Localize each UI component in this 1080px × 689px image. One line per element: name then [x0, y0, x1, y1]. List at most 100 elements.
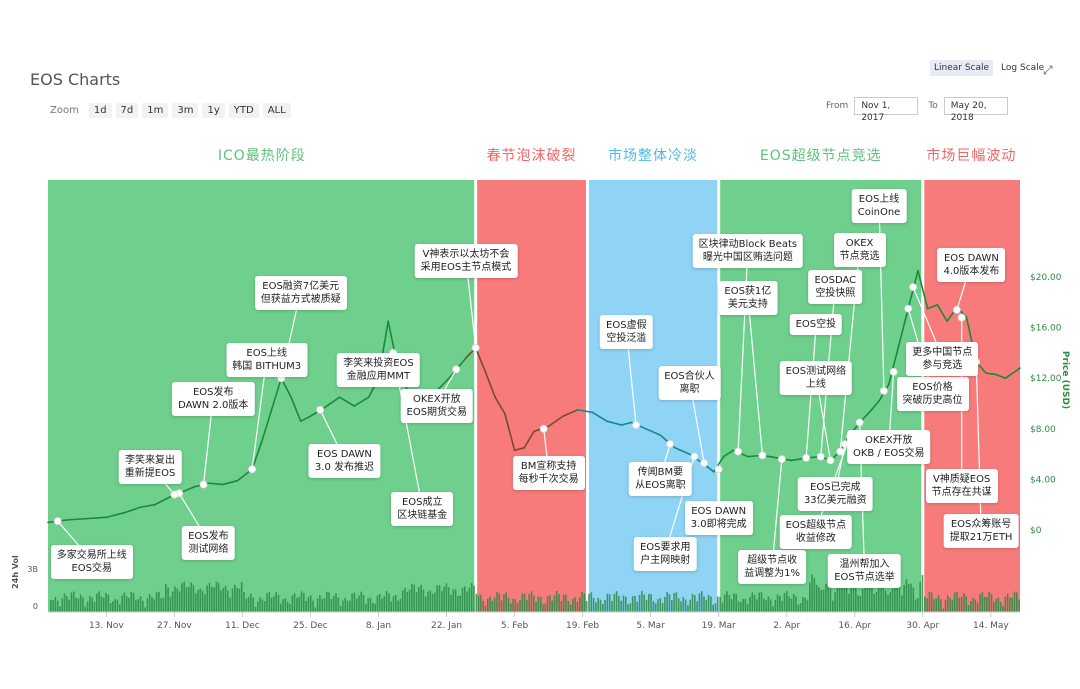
price-line-segment — [620, 421, 633, 426]
volume-bar — [625, 596, 627, 612]
volume-bar — [551, 600, 553, 612]
volume-bar — [477, 595, 480, 612]
volume-bar — [951, 599, 954, 612]
volume-bar — [953, 592, 956, 612]
volume-bar — [940, 599, 942, 612]
volume-bar — [721, 602, 724, 612]
volume-bar — [238, 588, 241, 612]
volume-bar — [937, 595, 940, 612]
annotation-label: EOS发布 测试网络 — [182, 526, 235, 561]
price-line-segment — [523, 430, 535, 449]
volume-bar — [142, 600, 144, 612]
volume-bar — [119, 604, 121, 612]
to-date-input[interactable]: May 20, 2018 — [943, 97, 1008, 123]
volume-bar — [682, 597, 685, 612]
volume-bar — [372, 602, 374, 612]
log-scale-button[interactable]: Log Scale — [1001, 63, 1045, 73]
y-tick-label: $16.00 — [1030, 324, 1062, 334]
annotation-label: 李笑来投资EOS 金融应用MMT — [337, 353, 420, 388]
volume-bar — [75, 597, 77, 612]
volume-bar — [942, 608, 944, 612]
volume-bar — [650, 594, 652, 612]
volume-bar — [59, 606, 61, 612]
zoom-1m-button[interactable]: 1m — [142, 103, 169, 118]
volume-bar — [514, 599, 517, 612]
volume-bar — [597, 597, 599, 612]
volume-bar — [583, 593, 586, 612]
volume-bar — [629, 603, 632, 612]
volume-bar — [197, 590, 199, 612]
volume-bar — [562, 594, 565, 612]
volume-bar — [933, 599, 935, 612]
volume-bar — [153, 599, 156, 612]
volume-bar — [167, 587, 169, 612]
volume-bar — [537, 596, 540, 612]
volume-bar — [569, 604, 572, 612]
volume-bar — [834, 592, 836, 612]
volume-bar — [737, 601, 740, 612]
volume-bar — [434, 592, 436, 612]
volume-bar — [574, 597, 576, 612]
volume-bar — [1009, 597, 1011, 612]
volume-bar — [645, 599, 648, 612]
volume-bar — [689, 599, 691, 612]
volume-bar — [820, 589, 823, 612]
x-tick-label: 19. Feb — [566, 621, 599, 631]
price-line-segment — [168, 492, 181, 498]
annotation-marker — [826, 456, 835, 465]
volume-bar — [733, 593, 735, 612]
volume-bar — [261, 599, 264, 612]
linear-scale-button[interactable]: Linear Scale — [930, 60, 994, 76]
volume-bar — [1011, 597, 1013, 612]
volume-bar — [162, 597, 165, 612]
zoom-ytd-button[interactable]: YTD — [228, 103, 259, 118]
expand-icon[interactable]: ⤢ — [1043, 63, 1053, 77]
volume-bar — [673, 593, 675, 612]
volume-bar — [171, 591, 174, 612]
volume-bar — [353, 592, 356, 612]
volume-bar — [68, 599, 70, 612]
price-line-segment — [936, 304, 948, 323]
phase-label: ICO最热阶段 — [217, 148, 306, 164]
zoom-7d-button[interactable]: 7d — [115, 103, 139, 118]
volume-bar — [744, 599, 747, 612]
volume-bar — [56, 600, 59, 612]
volume-bar — [505, 592, 507, 612]
volume-bar — [436, 585, 438, 612]
zoom-all-button[interactable]: ALL — [262, 103, 291, 118]
volume-bar — [549, 595, 551, 612]
volume-bar — [312, 600, 314, 612]
price-line-segment — [829, 450, 841, 462]
volume-bar — [845, 587, 848, 612]
from-date-input[interactable]: Nov 1, 2017 — [854, 97, 919, 123]
volume-bar — [309, 595, 312, 612]
volume-bar — [277, 594, 280, 612]
annotation-label: EOSDAC 空投快照 — [808, 269, 863, 304]
volume-bar — [891, 588, 894, 612]
volume-bar — [850, 586, 852, 612]
volume-bar — [848, 593, 850, 612]
volume-bar — [792, 594, 795, 612]
volume-bar — [73, 591, 75, 612]
price-line-segment — [193, 482, 210, 488]
volume-bar — [602, 603, 604, 612]
volume-bar — [684, 599, 687, 612]
price-line-segment — [790, 457, 807, 462]
annotation-marker — [855, 418, 864, 427]
volume-bar — [825, 583, 827, 612]
zoom-1y-button[interactable]: 1y — [202, 103, 225, 118]
volume-bar — [330, 599, 333, 612]
price-line-segment — [819, 455, 832, 462]
volume-bar — [365, 603, 367, 612]
volume-bar — [82, 597, 84, 612]
volume-bar — [746, 604, 749, 612]
volume-bar — [786, 591, 788, 612]
volume-bar — [815, 584, 818, 612]
x-tick-label: 14. May — [973, 621, 1009, 631]
volume-bar — [875, 591, 878, 612]
zoom-3m-button[interactable]: 3m — [172, 103, 199, 118]
zoom-1d-button[interactable]: 1d — [88, 103, 112, 118]
annotation-label: EOS成立 区块链基金 — [391, 492, 454, 527]
volume-bar — [788, 596, 790, 612]
annotation-label: V神表示以太坊不会 采用EOS主节点模式 — [414, 244, 518, 279]
